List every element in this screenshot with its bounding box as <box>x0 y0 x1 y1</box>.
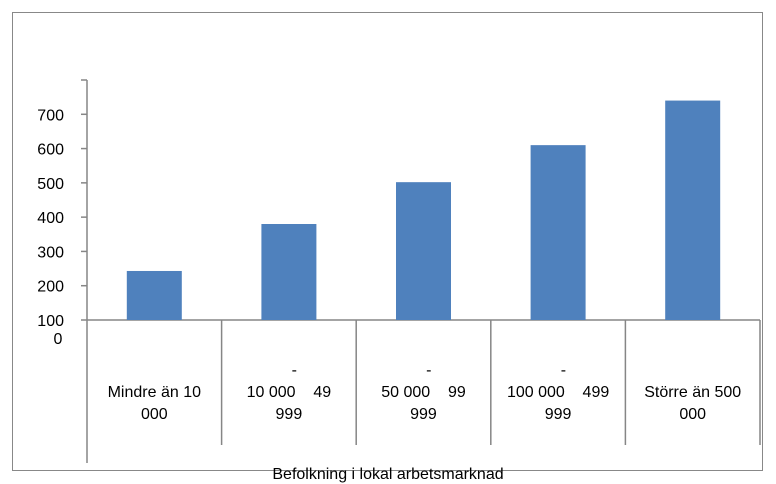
x-tick-label-line1: 50 000 99 <box>381 384 466 401</box>
x-tick-label-line1: 100 000 499 <box>506 384 610 401</box>
y-tick-label: 600 <box>37 142 64 159</box>
x-tick-label-line1: 10 000 49 <box>246 384 332 401</box>
y-tick-label: 700 <box>37 107 64 124</box>
y-tick-label: 200 <box>37 279 64 296</box>
bar <box>261 224 317 320</box>
y-tick-label: 400 <box>37 210 64 227</box>
bar <box>665 100 721 320</box>
bar <box>126 270 182 320</box>
x-tick-label: Större än 500 000 <box>625 382 760 426</box>
y-tick-label: 500 <box>37 176 64 193</box>
x-tick-label-dash: - <box>560 362 567 379</box>
x-tick-label-dash: - <box>291 362 297 379</box>
x-tick-label-line2: 999 <box>410 406 437 423</box>
x-axis-title: Befolkning i lokal arbetsmarknad <box>272 466 504 483</box>
x-tick-label: - 50 000 99 999 <box>356 362 491 426</box>
x-tick-label: - 10 000 49 999 <box>222 362 357 426</box>
bar <box>396 182 451 320</box>
x-tick-label-line1: Större än 500 <box>644 384 742 401</box>
x-tick-label-line2: 999 <box>544 406 572 423</box>
y-tick-label: 0 <box>54 331 63 348</box>
y-tick-label: 100 <box>37 313 64 330</box>
bar <box>530 145 586 320</box>
x-tick-label-line2: 999 <box>275 406 303 423</box>
x-tick-label-line1: Mindre än 10 <box>107 384 201 401</box>
x-tick-label-line2: 000 <box>679 406 707 423</box>
y-tick-label: 300 <box>37 244 64 261</box>
x-tick-label: Mindre än 10 000 <box>87 382 222 426</box>
x-tick-label: - 100 000 499 999 <box>491 362 626 426</box>
x-tick-label-dash: - <box>426 362 432 379</box>
chart-frame <box>12 12 763 471</box>
x-tick-label-line2: 000 <box>140 406 168 423</box>
